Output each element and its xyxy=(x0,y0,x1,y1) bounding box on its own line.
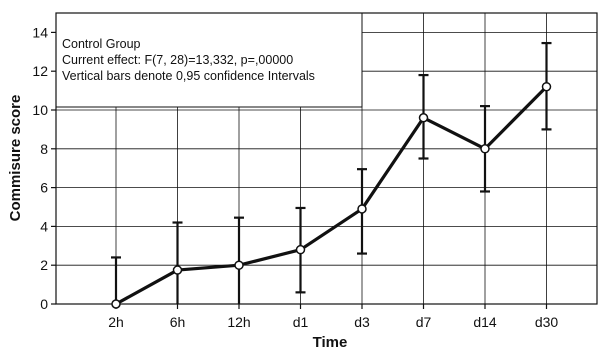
y-axis-title: Commisure score xyxy=(7,95,24,222)
y-axis: 0 2 4 6 8 10 12 14 xyxy=(32,24,56,312)
annotation-line-3: Vertical bars denote 0,95 confidence Int… xyxy=(62,69,315,83)
x-axis: 2h 6h 12h d1 d3 d7 d14 d30 xyxy=(108,304,558,330)
x-tick-label: d7 xyxy=(416,314,432,330)
x-tick-label: 6h xyxy=(170,314,186,330)
annotation-line-2: Current effect: F(7, 28)=13,332, p=,0000… xyxy=(62,53,293,67)
data-point xyxy=(297,246,305,254)
x-tick-label: 12h xyxy=(227,314,250,330)
data-point xyxy=(543,83,551,91)
data-point xyxy=(420,114,428,122)
y-tick-label: 12 xyxy=(32,63,48,79)
y-tick-label: 8 xyxy=(40,141,48,157)
x-axis-title: Time xyxy=(313,334,348,351)
error-bar xyxy=(111,257,121,304)
error-bar xyxy=(173,223,183,304)
annotation-box: Control Group Current effect: F(7, 28)=1… xyxy=(56,13,362,107)
x-tick-label: d1 xyxy=(293,314,309,330)
y-tick-label: 4 xyxy=(40,218,48,234)
data-point xyxy=(481,145,489,153)
data-point xyxy=(235,261,243,269)
x-tick-label: d3 xyxy=(354,314,370,330)
data-point xyxy=(112,300,120,308)
y-tick-label: 14 xyxy=(32,24,48,40)
x-tick-label: d30 xyxy=(535,314,559,330)
data-point xyxy=(358,205,366,213)
y-tick-label: 2 xyxy=(40,257,48,273)
y-tick-label: 6 xyxy=(40,180,48,196)
x-tick-label: d14 xyxy=(473,314,497,330)
y-tick-label: 0 xyxy=(40,296,48,312)
annotation-line-1: Control Group xyxy=(62,37,141,51)
y-tick-label: 10 xyxy=(32,102,48,118)
data-point xyxy=(174,266,182,274)
x-tick-label: 2h xyxy=(108,314,124,330)
